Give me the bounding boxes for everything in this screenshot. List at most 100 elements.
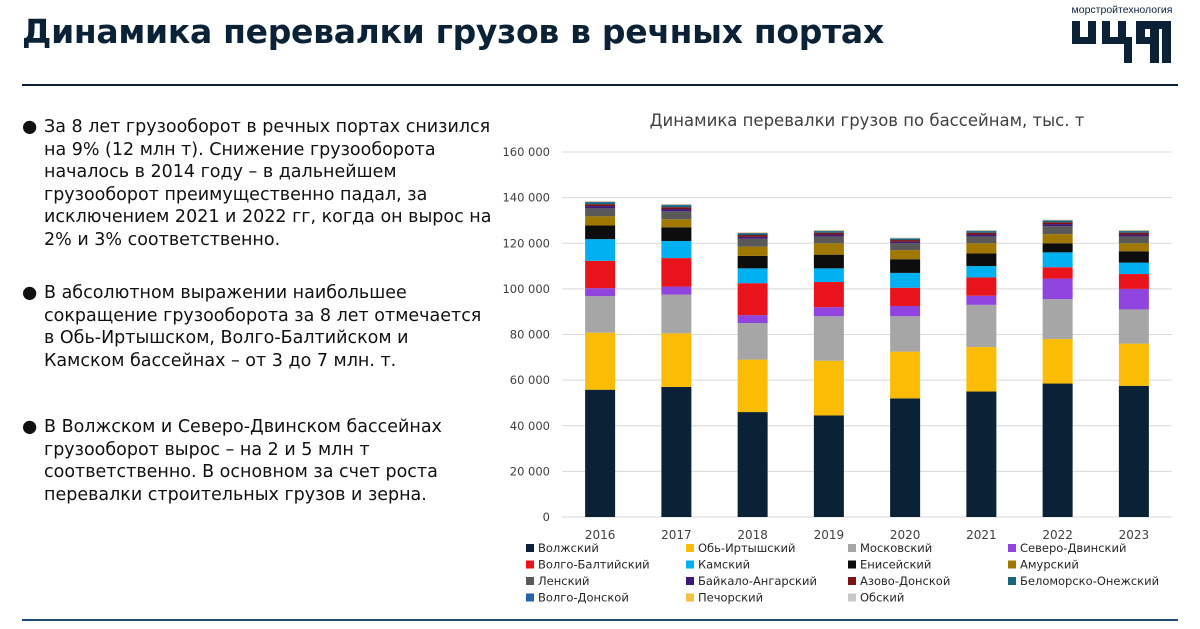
bar-segment bbox=[661, 207, 692, 210]
bullet-text: В Волжском и Северо-Двинском бассейнах г… bbox=[44, 417, 442, 505]
bar-segment bbox=[737, 283, 768, 316]
bar-segment bbox=[585, 204, 616, 207]
bar-segment bbox=[737, 255, 768, 269]
legend-swatch bbox=[848, 577, 856, 585]
bar-segment bbox=[966, 243, 997, 254]
bar-segment bbox=[890, 243, 921, 251]
bar-segment bbox=[1042, 224, 1073, 227]
legend-swatch bbox=[686, 593, 694, 602]
bar-segment bbox=[813, 316, 844, 361]
y-tick-label: 0 bbox=[543, 510, 550, 524]
bar-segment bbox=[737, 268, 768, 284]
legend-label: Беломорско-Онежский bbox=[1020, 574, 1159, 588]
x-tick-label: 2017 bbox=[661, 528, 692, 542]
bar-segment bbox=[966, 266, 997, 278]
legend-swatch bbox=[1008, 577, 1016, 585]
bar-segment bbox=[813, 230, 844, 232]
bar-segment bbox=[661, 205, 692, 208]
bar-segment bbox=[661, 240, 692, 259]
footer-divider bbox=[22, 619, 1178, 621]
legend-swatch bbox=[848, 593, 856, 602]
bar-segment bbox=[661, 333, 692, 387]
legend-label: Обь-Иртышский bbox=[698, 541, 796, 555]
bar-segment bbox=[737, 238, 768, 247]
bar-segment bbox=[661, 386, 692, 517]
y-tick-label: 160 000 bbox=[502, 145, 550, 159]
x-tick-label: 2020 bbox=[890, 528, 921, 542]
company-logo: морстройтехнология bbox=[1066, 4, 1178, 68]
bar-segment bbox=[1118, 251, 1149, 263]
bar-segment bbox=[585, 332, 616, 390]
y-tick-label: 140 000 bbox=[502, 191, 550, 205]
bar-segment bbox=[737, 323, 768, 360]
bar-segment bbox=[890, 240, 921, 242]
y-tick-label: 80 000 bbox=[510, 328, 550, 342]
legend-label: Камский bbox=[698, 558, 750, 572]
bullet-text: В абсолютном выражении наибольшее сокращ… bbox=[44, 283, 482, 371]
bar-segment bbox=[1118, 385, 1149, 517]
bar-segment bbox=[890, 250, 921, 260]
x-tick-label: 2018 bbox=[737, 528, 768, 542]
chart-title: Динамика перевалки грузов по бассейнам, … bbox=[650, 111, 1085, 130]
bar-segment bbox=[1042, 252, 1073, 268]
bar-segment bbox=[737, 359, 768, 413]
bar-segment bbox=[813, 268, 844, 283]
legend-label: Азово-Донской bbox=[860, 574, 950, 588]
bar-segment bbox=[966, 234, 997, 237]
bar-segment bbox=[661, 204, 692, 206]
legend-label: Ленский bbox=[538, 574, 589, 588]
bar-segment bbox=[966, 230, 997, 232]
bar-segment bbox=[661, 286, 692, 295]
bar-segment bbox=[966, 277, 997, 296]
legend-label: Волго-Донской bbox=[538, 591, 629, 605]
legend-label: Северо-Двинский bbox=[1020, 541, 1126, 555]
logo-caption: морстройтехнология bbox=[1071, 4, 1173, 16]
x-tick-label: 2019 bbox=[814, 528, 845, 542]
bar-segment bbox=[813, 360, 844, 416]
bar-segment bbox=[737, 233, 768, 236]
bar-segment bbox=[661, 211, 692, 220]
bar-segment bbox=[1118, 232, 1149, 235]
legend-label: Московский bbox=[860, 541, 932, 555]
y-tick-label: 120 000 bbox=[502, 236, 550, 250]
bar-segment bbox=[813, 234, 844, 237]
bar-segment bbox=[890, 287, 921, 306]
legend-label: Амурский bbox=[1020, 558, 1079, 572]
bullet-dot-icon: ● bbox=[22, 117, 38, 137]
bar-segment bbox=[585, 201, 616, 203]
legend-swatch bbox=[526, 544, 534, 552]
bar-segment bbox=[966, 231, 997, 233]
bar-segment bbox=[585, 288, 616, 297]
legend-label: Волжский bbox=[538, 541, 599, 555]
bar-segment bbox=[1042, 234, 1073, 244]
bar-segment bbox=[813, 236, 844, 244]
x-tick-label: 2023 bbox=[1119, 528, 1150, 542]
bar-segment bbox=[813, 254, 844, 269]
bar-segment bbox=[966, 391, 997, 517]
y-tick-label: 60 000 bbox=[510, 373, 550, 387]
bar-segment bbox=[661, 219, 692, 228]
bar-segment bbox=[813, 415, 844, 517]
x-tick-label: 2022 bbox=[1042, 528, 1073, 542]
legend-label: Байкало-Ангарский bbox=[698, 574, 817, 588]
bar-segment bbox=[813, 232, 844, 235]
legend-swatch bbox=[1008, 544, 1016, 552]
bar-segment bbox=[661, 258, 692, 287]
bar-segment bbox=[661, 209, 692, 212]
bar-segment bbox=[890, 241, 921, 244]
bar-segment bbox=[966, 232, 997, 235]
y-tick-label: 20 000 bbox=[510, 464, 550, 478]
y-tick-label: 40 000 bbox=[510, 419, 550, 433]
bar-segment bbox=[1042, 278, 1073, 300]
x-tick-label: 2021 bbox=[966, 528, 997, 542]
bar-segment bbox=[1118, 234, 1149, 237]
logo-mark-icon bbox=[1072, 21, 1171, 63]
bar-segment bbox=[585, 206, 616, 209]
legend-label: Обский bbox=[860, 591, 904, 605]
bar-segment bbox=[1042, 220, 1073, 221]
bar-segment bbox=[1118, 262, 1149, 275]
bar-segment bbox=[585, 216, 616, 226]
legend-label: Волго-Балтийский bbox=[538, 558, 650, 572]
bar-segment bbox=[890, 272, 921, 288]
legend-swatch bbox=[686, 544, 694, 552]
